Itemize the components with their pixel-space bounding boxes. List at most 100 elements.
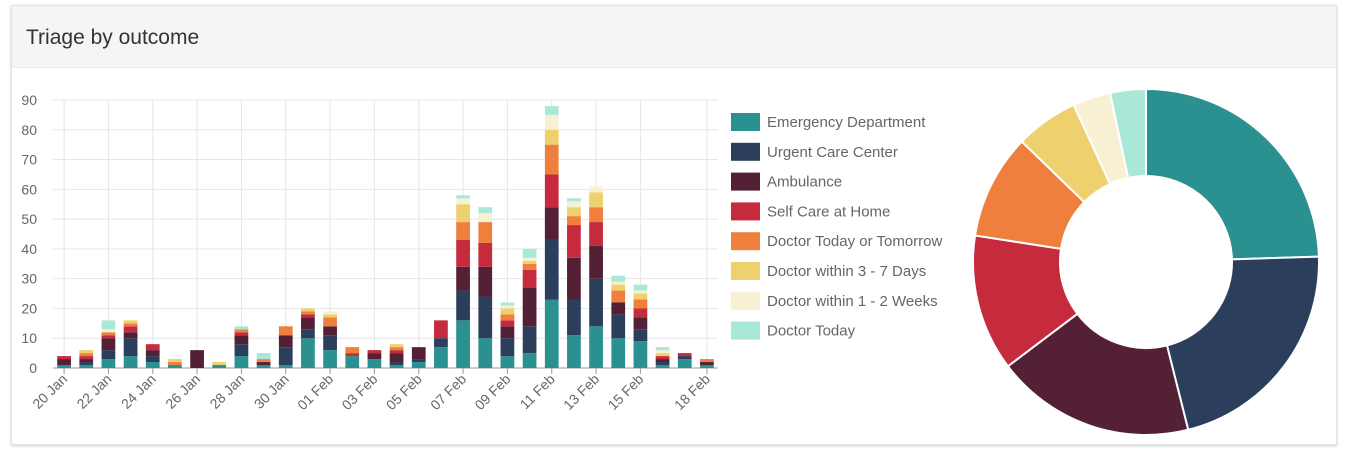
bar-segment[interactable] bbox=[611, 338, 626, 368]
bar-segment[interactable] bbox=[57, 365, 71, 368]
bar-segment[interactable] bbox=[234, 344, 249, 357]
bar-segment[interactable] bbox=[101, 338, 116, 351]
bar-segment[interactable] bbox=[522, 269, 537, 288]
bar-segment[interactable] bbox=[655, 359, 670, 363]
bar-segment[interactable] bbox=[544, 174, 559, 208]
bar-segment[interactable] bbox=[79, 359, 94, 363]
bar-segment[interactable] bbox=[567, 257, 581, 300]
bar-segment[interactable] bbox=[456, 204, 470, 223]
bar-segment[interactable] bbox=[589, 207, 603, 223]
bar-segment[interactable] bbox=[500, 302, 515, 306]
bar-segment[interactable] bbox=[611, 302, 626, 315]
bar-segment[interactable] bbox=[301, 314, 315, 318]
bar-segment[interactable] bbox=[544, 144, 559, 175]
bar-segment[interactable] bbox=[522, 248, 537, 258]
bar-segment[interactable] bbox=[323, 317, 337, 327]
bar-segment[interactable] bbox=[101, 335, 116, 339]
bar-segment[interactable] bbox=[500, 308, 515, 315]
bar-segment[interactable] bbox=[123, 332, 138, 339]
bar-segment[interactable] bbox=[655, 356, 670, 360]
bar-segment[interactable] bbox=[212, 365, 227, 368]
bar-segment[interactable] bbox=[389, 350, 404, 354]
bar-segment[interactable] bbox=[478, 296, 493, 339]
bar-segment[interactable] bbox=[500, 305, 515, 309]
bar-segment[interactable] bbox=[234, 332, 249, 336]
bar-segment[interactable] bbox=[367, 350, 382, 354]
bar-segment[interactable] bbox=[544, 207, 559, 240]
bar-segment[interactable] bbox=[500, 356, 515, 368]
bar-segment[interactable] bbox=[323, 350, 337, 368]
bar-segment[interactable] bbox=[234, 356, 249, 368]
bar-segment[interactable] bbox=[611, 275, 626, 282]
bar-segment[interactable] bbox=[522, 260, 537, 264]
bar-segment[interactable] bbox=[411, 347, 426, 360]
bar-segment[interactable] bbox=[611, 284, 626, 291]
bar-segment[interactable] bbox=[567, 225, 581, 258]
bar-segment[interactable] bbox=[79, 365, 94, 368]
bar-segment[interactable] bbox=[123, 323, 138, 327]
bar-segment[interactable] bbox=[256, 359, 271, 363]
bar-segment[interactable] bbox=[145, 344, 160, 351]
bar-segment[interactable] bbox=[278, 335, 293, 348]
bar-segment[interactable] bbox=[79, 350, 94, 354]
bar-segment[interactable] bbox=[278, 365, 293, 368]
bar-segment[interactable] bbox=[478, 213, 493, 223]
bar-segment[interactable] bbox=[123, 356, 138, 368]
bar-segment[interactable] bbox=[389, 344, 404, 348]
bar-segment[interactable] bbox=[301, 311, 315, 315]
bar-segment[interactable] bbox=[456, 266, 470, 291]
bar-segment[interactable] bbox=[567, 207, 581, 217]
bar-segment[interactable] bbox=[611, 290, 626, 303]
bar-segment[interactable] bbox=[478, 242, 493, 267]
bar-segment[interactable] bbox=[633, 308, 648, 318]
bar-segment[interactable] bbox=[456, 222, 470, 240]
bar-segment[interactable] bbox=[168, 365, 182, 368]
bar-segment[interactable] bbox=[168, 359, 182, 363]
bar-segment[interactable] bbox=[456, 239, 470, 267]
bar-segment[interactable] bbox=[57, 356, 71, 360]
bar-segment[interactable] bbox=[589, 222, 603, 246]
bar-segment[interactable] bbox=[655, 365, 670, 368]
bar-segment[interactable] bbox=[567, 216, 581, 226]
bar-segment[interactable] bbox=[589, 278, 603, 327]
bar-segment[interactable] bbox=[655, 350, 670, 354]
bar-segment[interactable] bbox=[655, 353, 670, 357]
bar-segment[interactable] bbox=[123, 320, 138, 324]
bar-segment[interactable] bbox=[301, 338, 315, 368]
donut-slice[interactable] bbox=[1165, 255, 1320, 431]
bar-segment[interactable] bbox=[700, 365, 714, 368]
bar-segment[interactable] bbox=[589, 245, 603, 279]
bar-segment[interactable] bbox=[256, 353, 271, 360]
bar-segment[interactable] bbox=[633, 317, 648, 330]
bar-segment[interactable] bbox=[478, 338, 493, 368]
bar-segment[interactable] bbox=[633, 329, 648, 342]
bar-segment[interactable] bbox=[145, 362, 160, 368]
bar-segment[interactable] bbox=[456, 320, 470, 368]
donut-slice[interactable] bbox=[1108, 87, 1147, 180]
bar-segment[interactable] bbox=[633, 299, 648, 309]
bar-segment[interactable] bbox=[101, 332, 116, 336]
bar-segment[interactable] bbox=[544, 114, 559, 130]
bar-segment[interactable] bbox=[278, 326, 293, 336]
bar-segment[interactable] bbox=[500, 338, 515, 357]
bar-segment[interactable] bbox=[101, 329, 116, 333]
bar-segment[interactable] bbox=[367, 359, 382, 368]
bar-segment[interactable] bbox=[234, 335, 249, 345]
bar-segment[interactable] bbox=[256, 362, 271, 366]
bar-segment[interactable] bbox=[434, 338, 448, 348]
bar-segment[interactable] bbox=[123, 338, 138, 357]
bar-segment[interactable] bbox=[367, 353, 382, 360]
bar-segment[interactable] bbox=[500, 314, 515, 321]
bar-segment[interactable] bbox=[567, 335, 581, 368]
bar-segment[interactable] bbox=[500, 320, 515, 327]
bar-segment[interactable] bbox=[79, 356, 94, 360]
bar-segment[interactable] bbox=[478, 222, 493, 243]
bar-segment[interactable] bbox=[633, 290, 648, 294]
bar-segment[interactable] bbox=[456, 290, 470, 321]
bar-segment[interactable] bbox=[589, 326, 603, 368]
bar-segment[interactable] bbox=[79, 353, 94, 357]
bar-segment[interactable] bbox=[345, 356, 360, 368]
bar-segment[interactable] bbox=[567, 299, 581, 336]
bar-segment[interactable] bbox=[434, 347, 448, 368]
bar-segment[interactable] bbox=[544, 129, 559, 145]
